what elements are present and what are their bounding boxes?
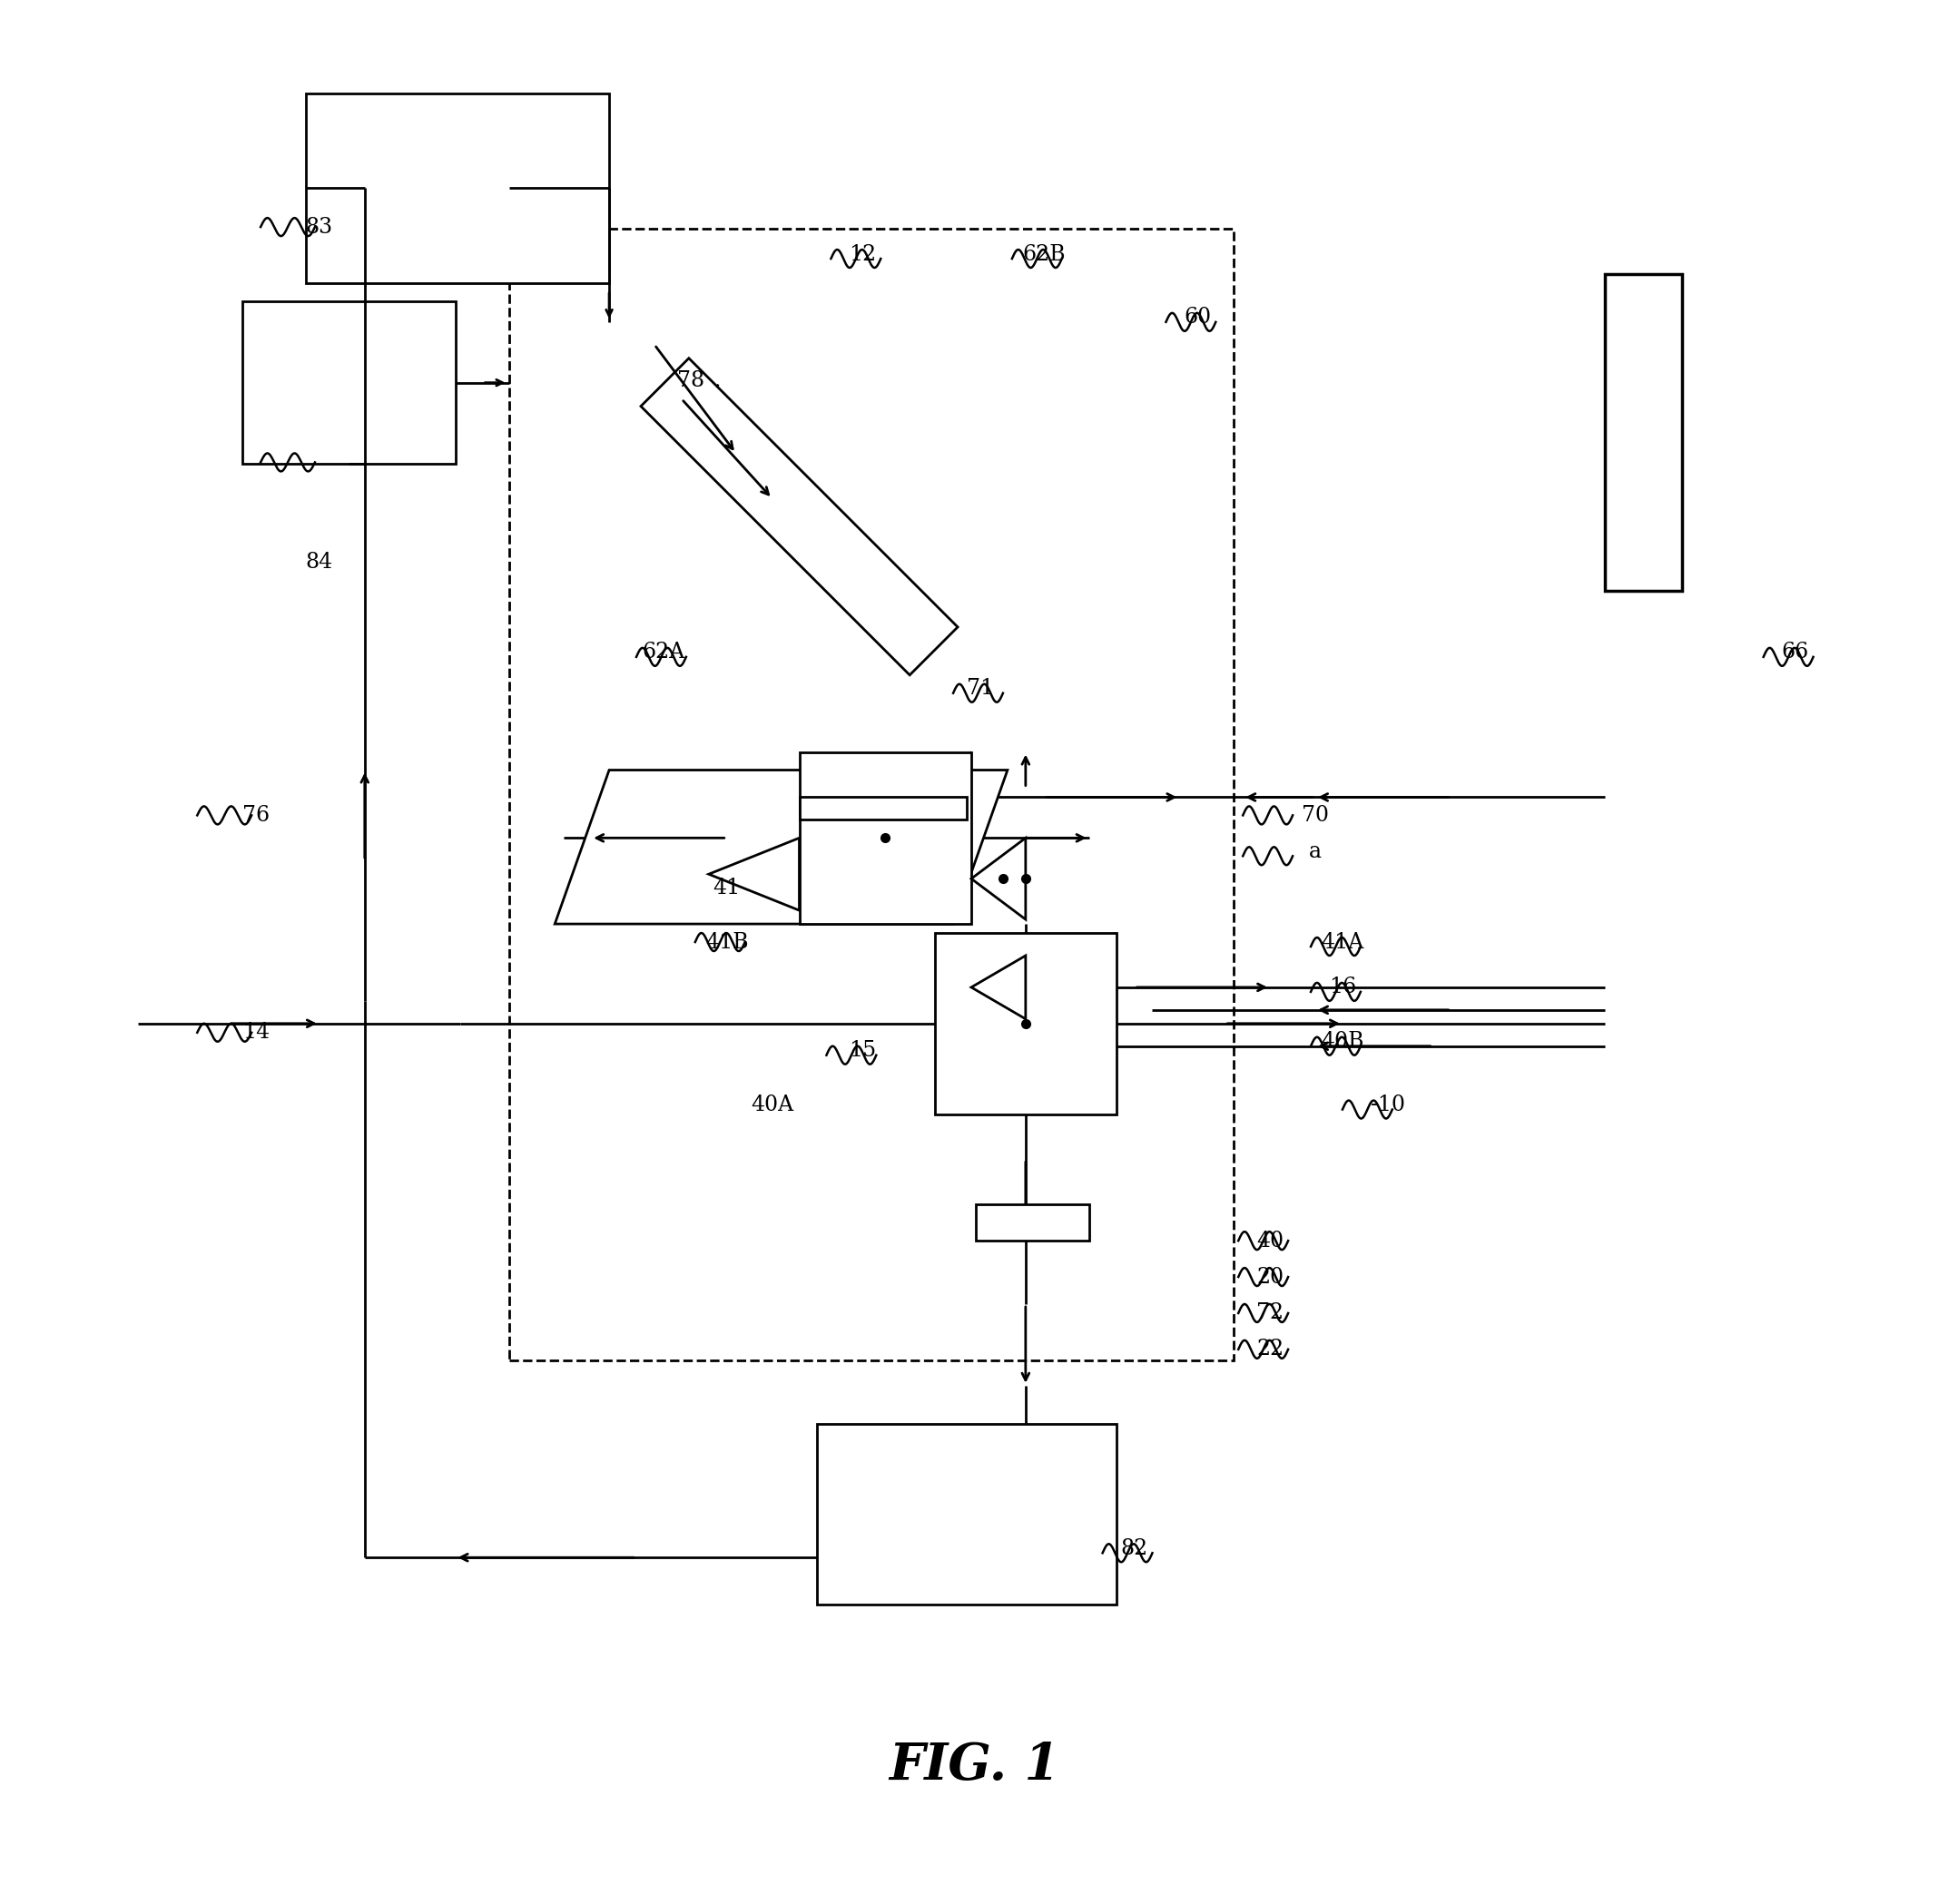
Text: 60: 60 [1184, 307, 1212, 327]
Text: 83: 83 [306, 217, 333, 238]
Text: 12: 12 [849, 244, 877, 265]
Text: 15: 15 [849, 1040, 877, 1061]
Text: 41A: 41A [1321, 931, 1364, 952]
Text: 40A: 40A [750, 1095, 793, 1116]
Bar [1605, 274, 1681, 590]
Text: 70: 70 [1301, 805, 1329, 826]
Text: 40: 40 [1256, 1230, 1284, 1251]
Bar [799, 752, 972, 923]
Text: 71: 71 [966, 678, 993, 699]
Text: 20: 20 [1256, 1266, 1284, 1287]
Bar [976, 1205, 1089, 1241]
Text: 22: 22 [1256, 1339, 1284, 1359]
Text: 82: 82 [1120, 1538, 1147, 1559]
Text: 84: 84 [306, 552, 333, 573]
Text: 76: 76 [242, 805, 269, 826]
Text: 41: 41 [713, 878, 740, 899]
Text: 41B: 41B [705, 931, 748, 952]
Text: 78: 78 [678, 371, 705, 392]
Text: 66: 66 [1780, 642, 1810, 663]
Text: FIG. 1: FIG. 1 [888, 1740, 1060, 1790]
Polygon shape [555, 769, 1007, 923]
Bar [510, 228, 1233, 1359]
Text: 14: 14 [242, 1022, 271, 1043]
Text: 72: 72 [1256, 1302, 1284, 1323]
Bar [818, 1424, 1116, 1605]
Text: a: a [1309, 842, 1321, 863]
Text: 40B: 40B [1321, 1032, 1364, 1053]
Text: 16: 16 [1329, 977, 1356, 998]
Bar [242, 301, 456, 465]
Bar [935, 933, 1116, 1114]
Text: -10: -10 [1371, 1095, 1405, 1116]
Polygon shape [641, 358, 958, 676]
Text: 62A: 62A [643, 642, 686, 663]
Bar [306, 93, 610, 284]
Bar [799, 798, 966, 821]
Text: 62B: 62B [1023, 244, 1066, 265]
